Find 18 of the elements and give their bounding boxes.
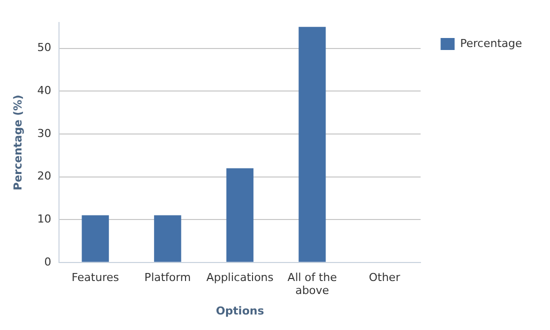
y-tick-label: 30 xyxy=(37,126,52,140)
bar xyxy=(82,215,109,262)
y-tick-label: 40 xyxy=(37,84,52,97)
bar xyxy=(298,26,326,262)
x-tick-label: Other xyxy=(368,270,401,284)
x-tick-label: All of the above xyxy=(288,270,338,298)
bar xyxy=(154,215,182,262)
x-tick-label: Platform xyxy=(144,270,191,284)
bar xyxy=(226,168,254,262)
y-tick-label: 10 xyxy=(37,212,52,226)
y-axis-title: Percentage (%) xyxy=(11,94,24,190)
y-tick-label: 0 xyxy=(44,255,52,268)
legend-label: Percentage xyxy=(460,36,522,50)
x-axis-title: Options xyxy=(216,304,264,318)
x-tick-label: Applications xyxy=(206,270,274,284)
y-tick-label: 50 xyxy=(37,41,52,54)
y-tick-label: 20 xyxy=(37,170,52,183)
x-tick-label: Features xyxy=(72,270,120,284)
